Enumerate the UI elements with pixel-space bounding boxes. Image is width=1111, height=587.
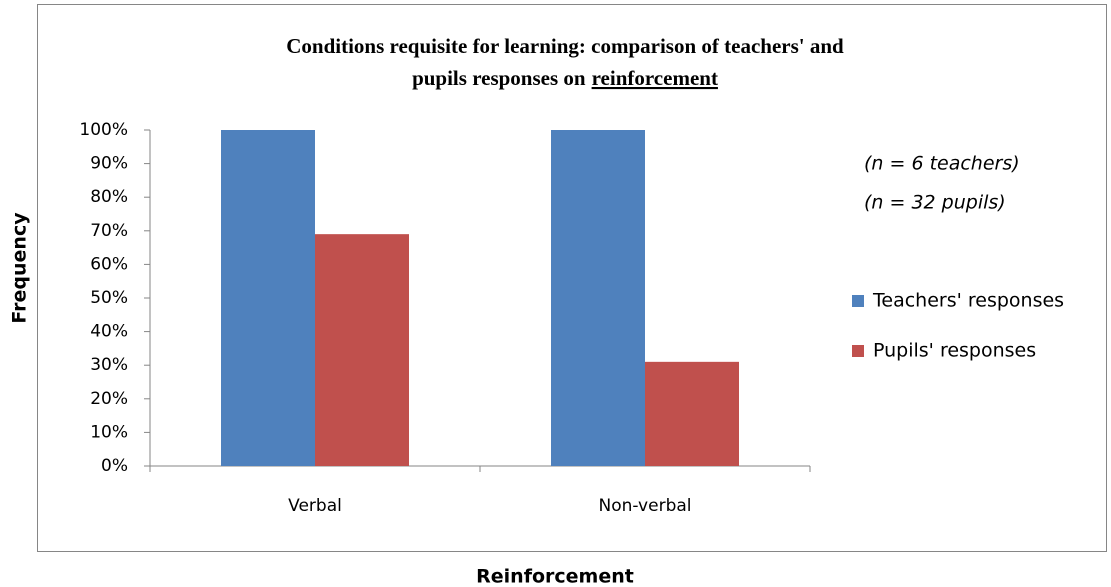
y-tick-label: 0% [101,456,128,476]
y-tick-label: 20% [90,389,128,409]
legend-swatch [852,345,864,357]
legend-label: Pupils' responses [873,340,1036,362]
chart-title-part: pupils responses on [412,66,586,90]
y-axis-label: Frequency [9,212,31,324]
bar [315,234,409,466]
legend-label: Teachers' responses [872,290,1064,312]
y-tick-label: 80% [90,187,128,207]
y-tick-label: 30% [90,355,128,375]
bar [551,130,645,466]
chart-title: Conditions requisite for learning: compa… [286,34,844,58]
y-tick-label: 60% [90,254,128,274]
x-tick-label: Verbal [288,496,342,516]
y-tick-label: 40% [90,322,128,342]
legend-swatch [852,295,864,307]
y-tick-label: 100% [79,120,128,140]
y-tick-label: 70% [90,221,128,241]
y-tick-label: 10% [90,422,128,442]
x-tick-label: Non-verbal [598,496,691,516]
chart-title-part: reinforcement [592,66,718,90]
annotation: (n = 32 pupils) [864,192,1006,214]
annotation: (n = 6 teachers) [864,153,1020,175]
bar [645,361,739,466]
bar [221,130,315,466]
chart-title: pupils responses on reinforcement [412,66,718,90]
y-tick-label: 50% [90,288,128,308]
y-tick-label: 90% [90,154,128,174]
x-axis-label: Reinforcement [476,566,634,587]
